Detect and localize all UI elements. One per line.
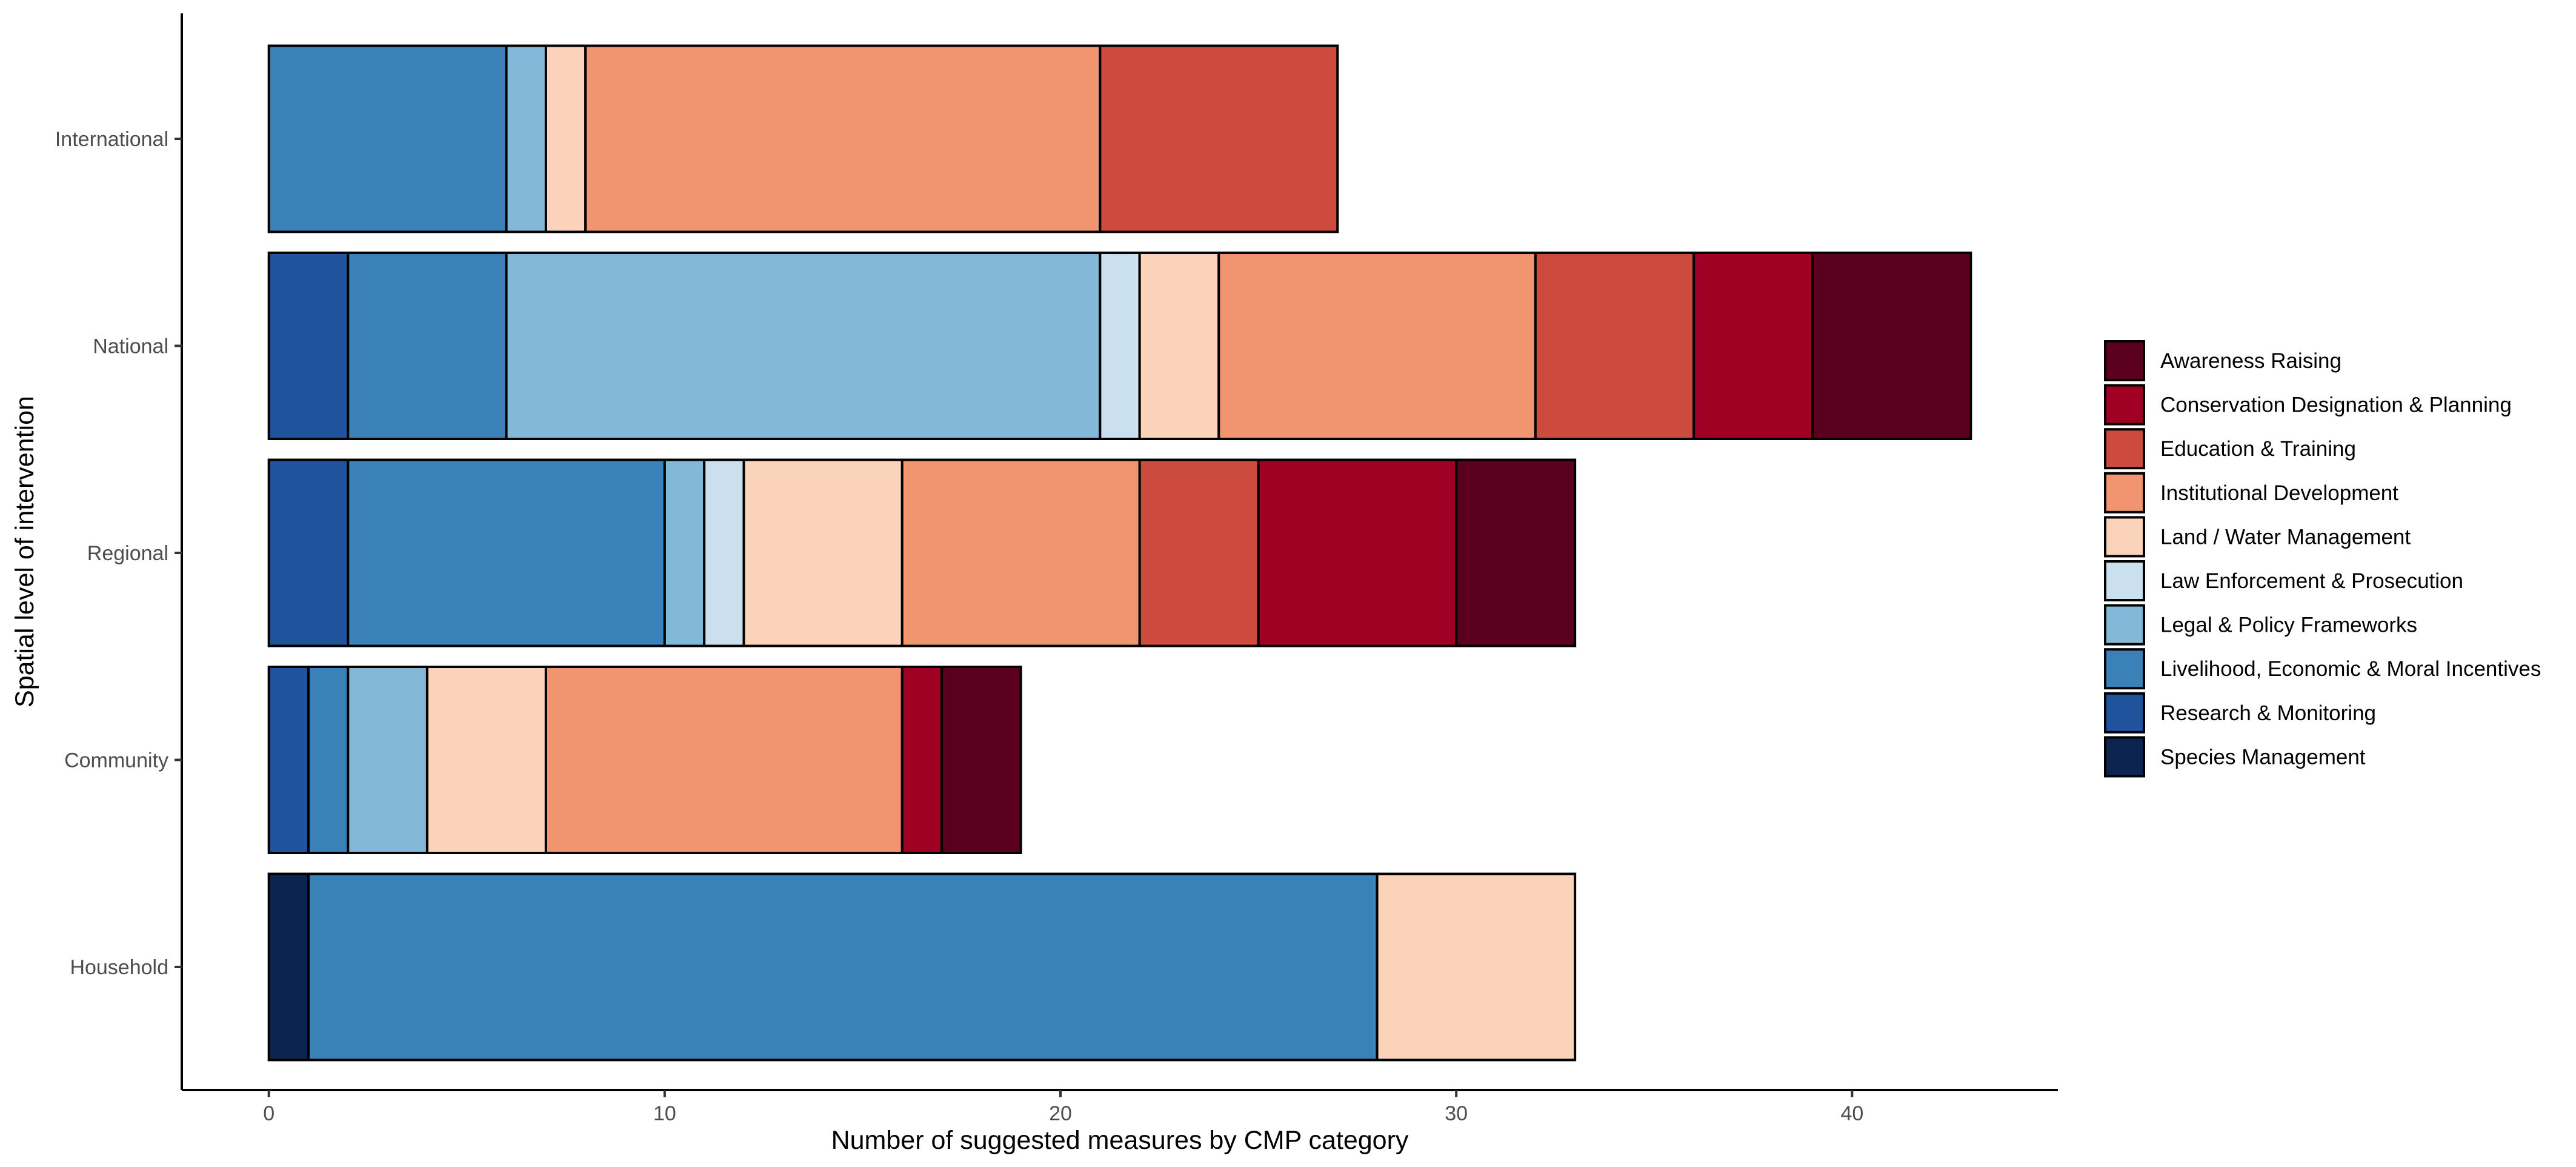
legend-key-species-management — [2104, 736, 2145, 778]
legend-label-law-enforcement-prosecution: Law Enforcement & Prosecution — [2160, 569, 2463, 593]
bar-segment-regional-law-enforcement-prosecution — [703, 458, 745, 647]
y-tick-label-community: Community — [64, 749, 168, 772]
bar-segment-regional-livelihood-economic-moral-incentives — [347, 458, 666, 647]
legend-label-species-management: Species Management — [2160, 745, 2366, 769]
bar-segment-national-law-enforcement-prosecution — [1099, 252, 1141, 440]
bars-layer — [267, 44, 1972, 1062]
legend-key-livelihood-economic-moral-incentives — [2104, 648, 2145, 690]
legend-key-awareness-raising — [2104, 340, 2145, 381]
bar-segment-national-legal-policy-frameworks — [505, 252, 1102, 440]
bar-segment-international-institutional-development — [584, 44, 1102, 233]
x-ticks-layer: 0 10 20 30 40 — [263, 1090, 1863, 1125]
legend-key-law-enforcement-prosecution — [2104, 560, 2145, 601]
bar-segment-regional-education-training — [1138, 458, 1260, 647]
legend-key-land-water-management — [2104, 516, 2145, 558]
legend-label-education-training: Education & Training — [2160, 437, 2356, 461]
bar-segment-community-conservation-designation-planning — [900, 666, 944, 854]
bar-segment-national-conservation-designation-planning — [1692, 252, 1814, 440]
y-tick-label-international: International — [55, 128, 168, 151]
x-tick-label-30: 30 — [1445, 1102, 1468, 1125]
bar-segment-national-institutional-development — [1217, 252, 1537, 440]
bar-segment-regional-legal-policy-frameworks — [663, 458, 706, 647]
bar-segment-household-livelihood-economic-moral-incentives — [307, 872, 1379, 1062]
x-tick-label-40: 40 — [1840, 1102, 1863, 1125]
bar-segment-regional-research-monitoring — [267, 458, 350, 647]
legend-key-education-training — [2104, 428, 2145, 470]
legend-label-institutional-development: Institutional Development — [2160, 481, 2398, 505]
bar-segment-national-research-monitoring — [267, 252, 350, 440]
bar-segment-international-land-water-management — [544, 44, 587, 233]
bar-segment-international-education-training — [1099, 44, 1339, 233]
legend-label-awareness-raising: Awareness Raising — [2160, 349, 2341, 373]
legend-label-research-monitoring: Research & Monitoring — [2160, 701, 2376, 725]
y-tick-label-national: National — [93, 335, 168, 358]
bar-segment-regional-institutional-development — [900, 458, 1141, 647]
bar-segment-national-education-training — [1534, 252, 1696, 440]
legend-label-livelihood-economic-moral-incentives: Livelihood, Economic & Moral Incentives — [2160, 657, 2541, 681]
legend-label-land-water-management: Land / Water Management — [2160, 525, 2411, 549]
bar-segment-household-land-water-management — [1376, 872, 1577, 1062]
bar-segment-national-land-water-management — [1138, 252, 1220, 440]
legend-key-institutional-development — [2104, 472, 2145, 513]
legend: Awareness Raising Conservation Designatio… — [2104, 340, 2541, 778]
legend-label-legal-policy-frameworks: Legal & Policy Frameworks — [2160, 614, 2417, 637]
bar-segment-international-livelihood-economic-moral-incentives — [267, 44, 508, 233]
bar-segment-community-livelihood-economic-moral-incentives — [307, 666, 350, 854]
legend-key-conservation-designation-planning — [2104, 384, 2145, 426]
x-tick-label-0: 0 — [263, 1102, 275, 1125]
x-tick-label-20: 20 — [1049, 1102, 1072, 1125]
y-tick-label-regional: Regional — [87, 542, 168, 565]
x-axis-title: Number of suggested measures by CMP cate… — [831, 1126, 1409, 1155]
x-tick-label-10: 10 — [653, 1102, 676, 1125]
bar-segment-regional-awareness-raising — [1455, 458, 1577, 647]
bar-segment-international-legal-policy-frameworks — [505, 44, 547, 233]
bar-segment-national-awareness-raising — [1811, 252, 1972, 440]
legend-key-legal-policy-frameworks — [2104, 604, 2145, 646]
legend-key-research-monitoring — [2104, 692, 2145, 734]
bar-segment-regional-land-water-management — [742, 458, 904, 647]
bar-segment-national-livelihood-economic-moral-incentives — [347, 252, 508, 440]
y-tick-label-household: Household — [70, 956, 168, 979]
y-axis-title: Spatial level of intervention — [10, 396, 39, 707]
bar-segment-community-land-water-management — [425, 666, 547, 854]
legend-label-conservation-designation-planning: Conservation Designation & Planning — [2160, 393, 2512, 417]
bar-segment-community-research-monitoring — [267, 666, 310, 854]
bar-segment-community-institutional-development — [544, 666, 904, 854]
bar-segment-household-species-management — [267, 872, 310, 1062]
bar-segment-community-legal-policy-frameworks — [347, 666, 428, 854]
bar-segment-community-awareness-raising — [940, 666, 1022, 854]
y-ticks-layer: International National Regional Community Ho… — [55, 128, 182, 979]
bar-segment-regional-conservation-designation-planning — [1257, 458, 1458, 647]
